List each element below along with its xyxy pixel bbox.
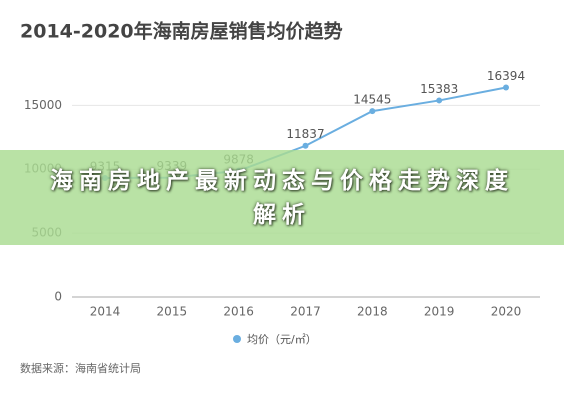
data-label: 15383 <box>420 82 458 96</box>
legend-label: 均价（元/㎡） <box>247 333 317 346</box>
x-tick-label: 2017 <box>290 305 321 319</box>
y-tick-label: 0 <box>54 290 62 304</box>
y-tick-label: 15000 <box>24 98 62 112</box>
point <box>503 84 509 91</box>
chart-title: 2014-2020年海南房屋销售均价趋势 <box>20 20 343 43</box>
point <box>369 108 376 115</box>
source: 数据来源：海南省统计局 <box>20 361 141 375</box>
x-tick-label: 2015 <box>157 305 188 319</box>
headline: 海南房地产最新动态与价格走势深度解析 <box>50 167 514 228</box>
data-label: 16394 <box>487 69 525 83</box>
point <box>302 142 309 149</box>
data-label: 11837 <box>286 127 324 141</box>
banner: 海南房地产最新动态与价格走势深度解析 <box>0 150 564 245</box>
x-tick-label: 2018 <box>357 305 388 319</box>
x-tick-label: 2020 <box>491 305 522 319</box>
data-label: 14545 <box>353 93 391 107</box>
point <box>436 97 443 104</box>
x-tick-label: 2014 <box>90 305 121 319</box>
x-tick-label: 2019 <box>424 305 455 319</box>
x-tick-label: 2016 <box>223 305 254 319</box>
legend-marker <box>233 335 241 343</box>
